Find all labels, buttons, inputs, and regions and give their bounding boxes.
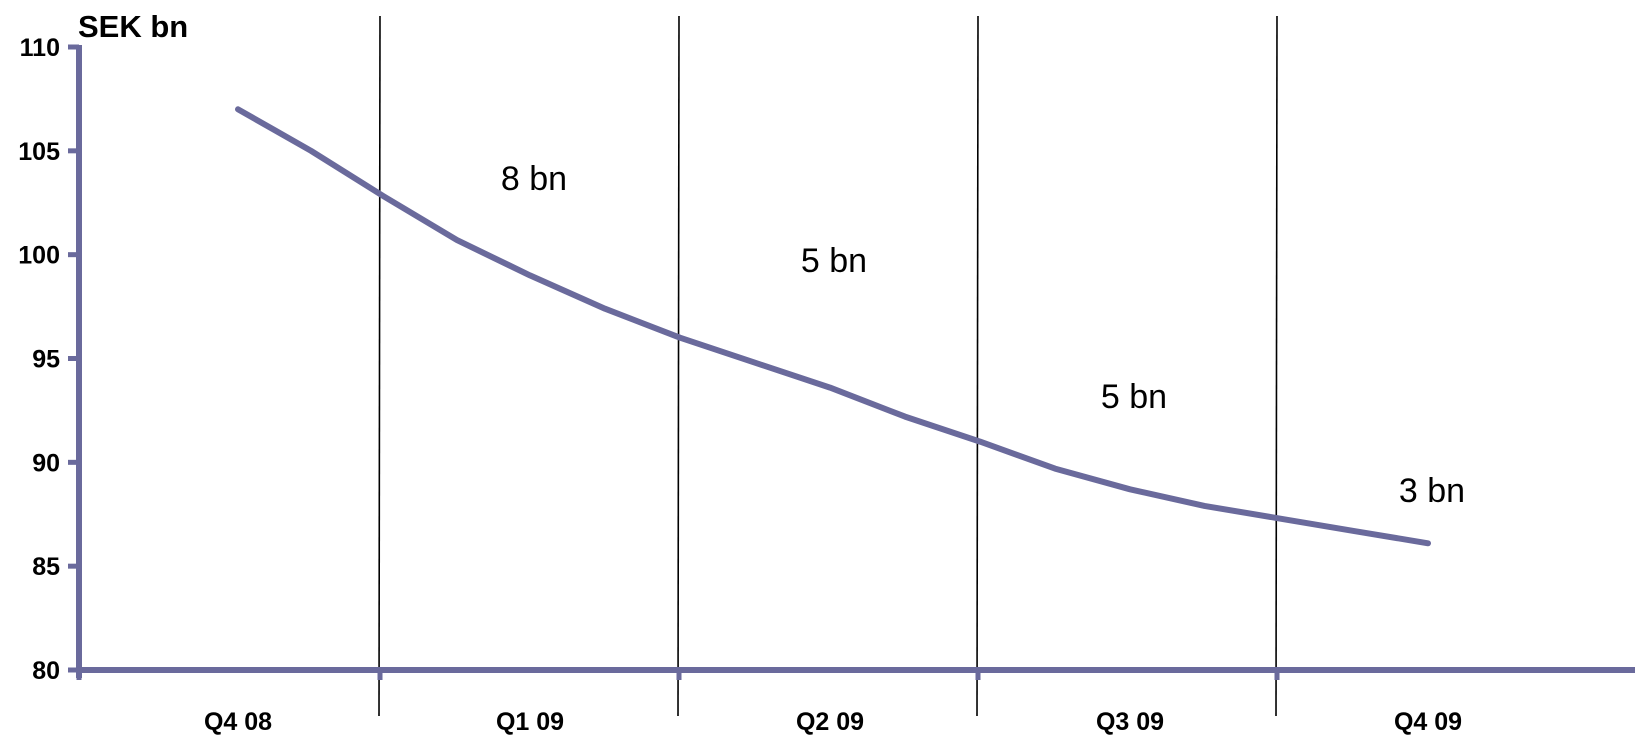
period-divider-2	[677, 15, 680, 717]
series-group	[235, 106, 1431, 547]
y-tick-label: 110	[20, 34, 60, 62]
period-annotation-3: 5 bn	[1101, 378, 1167, 416]
x-tick-label: Q4 09	[1394, 708, 1462, 736]
x-tick-label: Q4 08	[204, 708, 272, 736]
axes	[68, 44, 1635, 680]
y-tick-label: 95	[32, 346, 60, 374]
period-divider-3	[976, 15, 979, 717]
labels-group: 80 85 90 95 100 105 110 Q4 08 Q1 09 Q2 09 Q3 09 Q4 …	[18, 9, 1465, 736]
x-tick-label: Q3 09	[1096, 708, 1164, 736]
series-line-1	[235, 106, 1431, 547]
period-dividers	[378, 15, 1278, 717]
y-tick-label: 85	[32, 553, 60, 581]
y-tick-label: 80	[32, 657, 60, 685]
y-tick-label: 100	[18, 242, 60, 270]
period-annotation-2: 5 bn	[801, 242, 867, 280]
period-divider-4	[1275, 15, 1278, 717]
period-annotation-1: 8 bn	[501, 160, 567, 198]
period-annotation-4: 3 bn	[1399, 472, 1465, 510]
period-divider-1	[378, 15, 381, 717]
y-tick-label: 90	[32, 449, 60, 477]
y-axis-unit-label: SEK bn	[78, 9, 188, 44]
x-tick-label: Q1 09	[496, 708, 564, 736]
y-tick-label: 105	[18, 138, 60, 166]
x-tick-label: Q2 09	[796, 708, 864, 736]
